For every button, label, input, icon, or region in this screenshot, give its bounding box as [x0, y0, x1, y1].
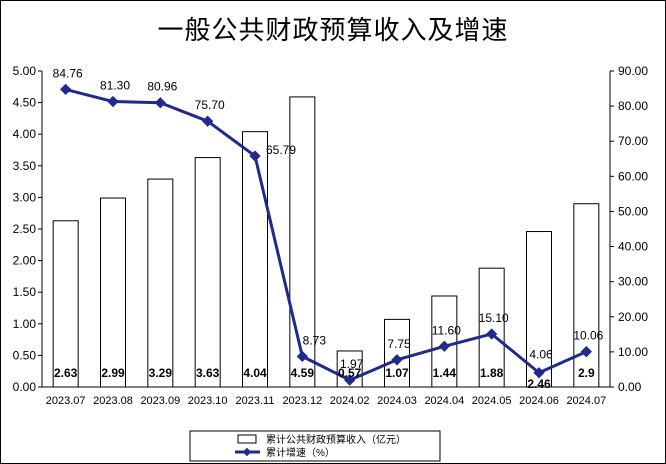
x-tick-label: 2023.12	[282, 395, 322, 407]
x-tick-label: 2024.07	[566, 395, 606, 407]
x-tick-label: 2023.10	[188, 395, 228, 407]
left-tick-label: 0.50	[13, 348, 37, 362]
x-tick-label: 2024.05	[472, 395, 512, 407]
line-point	[533, 367, 545, 379]
bar	[384, 318, 410, 388]
line-data-label: 75.70	[195, 98, 225, 112]
line-point	[107, 95, 119, 108]
chart-title: 一般公共财政预算收入及增速	[157, 16, 509, 46]
line-data-label: 8.73	[303, 333, 327, 347]
left-tick-label: 3.00	[13, 190, 37, 204]
x-tick-label: 2023.11	[236, 395, 275, 407]
line-data-label: 81.30	[100, 79, 130, 93]
line-data-label: 65.79	[266, 143, 296, 157]
bar-data-label: 2.9	[578, 366, 595, 380]
bar-data-label: 2.46	[527, 377, 551, 391]
bar	[194, 157, 221, 388]
bar	[573, 203, 600, 388]
bar-data-label: 3.29	[149, 366, 173, 380]
line-point	[486, 328, 498, 340]
bar-data-label: 1.07	[385, 366, 409, 380]
line-point	[438, 340, 450, 352]
bar-data-label: 2.99	[101, 366, 125, 380]
bar-data-label: 4.04	[243, 366, 267, 380]
legend-bar-label: 累计公共财政预算收入（亿元）	[266, 433, 406, 446]
x-tick-label: 2024.06	[519, 395, 559, 407]
line-data-label: 7.75	[387, 337, 411, 351]
left-tick-label: 4.00	[13, 127, 37, 141]
right-tick-label: 80.00	[618, 99, 648, 113]
line-point	[154, 97, 166, 109]
line-point	[296, 350, 308, 363]
line-point	[344, 374, 356, 386]
right-tick-label: 50.00	[618, 204, 648, 218]
left-tick-label: 4.50	[13, 96, 37, 110]
line-point	[249, 150, 261, 162]
legend-bar-swatch	[237, 434, 257, 444]
x-tick-label: 2023.08	[93, 395, 133, 407]
bar-data-label: 2.63	[54, 366, 78, 380]
line-data-label: 15.10	[479, 311, 509, 325]
line-data-label: 1.97	[340, 357, 364, 371]
legend-line-label: 累计增速（%）	[266, 446, 335, 459]
line-data-label: 4.06	[529, 348, 553, 362]
x-tick-label: 2023.09	[140, 395, 180, 407]
bar-data-label: 1.88	[480, 366, 504, 380]
line-data-label: 80.96	[147, 80, 177, 94]
bar	[100, 197, 126, 388]
right-tick-label: 40.00	[618, 240, 648, 254]
bar-data-label: 0.57	[338, 366, 362, 380]
left-tick-label: 0.00	[13, 380, 37, 394]
line-point	[580, 346, 592, 358]
bar	[147, 178, 174, 388]
bar	[242, 131, 268, 388]
left-tick-label: 1.50	[13, 285, 37, 299]
left-tick-label: 2.00	[13, 254, 37, 268]
line-point	[60, 83, 72, 96]
legend-box	[189, 430, 441, 462]
right-tick-label: 0.00	[618, 380, 642, 394]
line-point	[391, 354, 403, 366]
left-tick-label: 5.00	[13, 64, 37, 78]
line-data-label: 11.60	[432, 323, 461, 337]
bar	[289, 96, 316, 388]
legend-line-marker	[242, 447, 252, 457]
x-tick-label: 2024.04	[424, 395, 464, 407]
right-tick-label: 70.00	[618, 134, 648, 148]
right-tick-label: 20.00	[618, 310, 648, 324]
left-tick-label: 3.50	[13, 159, 37, 173]
bar-data-label: 4.59	[291, 366, 315, 380]
left-tick-label: 1.00	[13, 317, 37, 331]
right-tick-label: 90.00	[618, 64, 648, 78]
left-tick-label: 2.50	[13, 222, 37, 236]
x-tick-label: 2024.03	[377, 395, 417, 407]
right-tick-label: 10.00	[618, 345, 648, 359]
line-data-label: 84.76	[53, 66, 83, 80]
growth-line	[65, 87, 587, 382]
right-tick-label: 30.00	[618, 275, 648, 289]
bar-data-label: 1.44	[433, 366, 457, 380]
line-data-label: 10.06	[573, 329, 603, 343]
x-tick-label: 2023.07	[46, 395, 86, 407]
bar-data-label: 3.63	[196, 366, 220, 380]
bar	[478, 267, 505, 388]
bar	[526, 231, 552, 388]
bar	[52, 220, 79, 388]
right-tick-label: 60.00	[618, 169, 648, 183]
x-tick-label: 2024.02	[330, 395, 370, 407]
